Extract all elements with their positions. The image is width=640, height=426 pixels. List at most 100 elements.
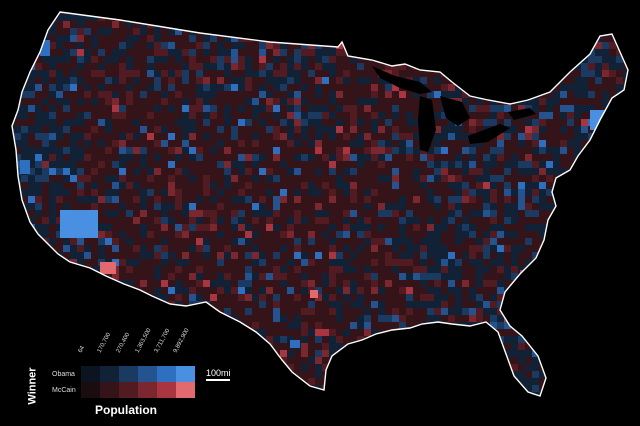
county-cell [567, 28, 574, 35]
county-cell [364, 14, 371, 21]
county-cell [567, 343, 574, 350]
county-cell [448, 231, 455, 238]
county-cell [12, 105, 14, 112]
county-cell [588, 210, 595, 217]
county-cell [294, 140, 301, 147]
county-cell [14, 308, 21, 315]
county-cell [133, 315, 140, 322]
county-cell [434, 63, 441, 70]
county-cell [189, 210, 196, 217]
county-cell [462, 238, 469, 245]
county-cell [399, 35, 406, 42]
county-cell [532, 371, 539, 378]
county-cell [455, 252, 462, 259]
county-cell [336, 203, 343, 210]
county-cell [161, 126, 168, 133]
county-cell [12, 245, 14, 252]
county-cell [560, 273, 567, 280]
county-cell [406, 35, 413, 42]
county-cell [504, 49, 511, 56]
county-cell [119, 168, 126, 175]
county-cell [245, 112, 252, 119]
county-cell [378, 301, 385, 308]
county-cell [588, 77, 595, 84]
county-cell [399, 329, 406, 336]
county-cell [399, 203, 406, 210]
county-cell [259, 147, 266, 154]
county-cell [210, 210, 217, 217]
county-cell [280, 0, 287, 7]
county-cell [371, 147, 378, 154]
county-cell [602, 42, 609, 49]
county-cell [490, 364, 497, 371]
county-cell [602, 175, 609, 182]
county-cell [154, 217, 161, 224]
county-cell [77, 35, 84, 42]
county-cell [406, 343, 413, 350]
county-cell [441, 210, 448, 217]
county-cell [448, 343, 455, 350]
county-cell [14, 119, 21, 126]
county-cell [266, 336, 273, 343]
county-cell [91, 196, 98, 203]
county-cell [0, 210, 7, 217]
county-cell [189, 105, 196, 112]
county-cell [532, 196, 539, 203]
county-cell [196, 238, 203, 245]
county-cell [210, 231, 217, 238]
county-cell [287, 322, 294, 329]
county-cell [301, 35, 308, 42]
county-cell [238, 294, 245, 301]
county-cell [455, 280, 462, 287]
county-cell [182, 294, 189, 301]
county-cell [266, 21, 273, 28]
county-cell [385, 0, 392, 7]
county-cell [623, 336, 628, 343]
county-cell [588, 308, 595, 315]
county-cell [14, 294, 21, 301]
county-cell [308, 280, 315, 287]
county-cell [112, 287, 119, 294]
county-cell [553, 49, 560, 56]
county-cell [609, 84, 616, 91]
county-cell [392, 189, 399, 196]
county-cell [539, 280, 546, 287]
county-cell [56, 217, 63, 224]
county-cell [574, 35, 581, 42]
county-cell [28, 140, 35, 147]
county-cell [63, 273, 70, 280]
county-cell [560, 287, 567, 294]
county-cell [350, 315, 357, 322]
county-cell [14, 378, 21, 385]
county-cell [147, 217, 154, 224]
county-cell [455, 336, 462, 343]
county-cell [56, 63, 63, 70]
county-cell [560, 21, 567, 28]
county-cell [560, 91, 567, 98]
county-cell [560, 189, 567, 196]
county-cell [420, 12, 427, 14]
county-cell [385, 308, 392, 315]
county-cell [441, 119, 448, 126]
county-cell [441, 287, 448, 294]
county-cell [336, 357, 343, 364]
county-cell [518, 322, 525, 329]
county-cell [91, 35, 98, 42]
county-cell [378, 364, 385, 371]
county-cell [189, 14, 196, 21]
county-cell [392, 259, 399, 266]
county-cell [70, 105, 77, 112]
county-cell [28, 161, 35, 168]
county-cell [203, 35, 210, 42]
county-cell [476, 168, 483, 175]
county-cell [399, 336, 406, 343]
county-cell [168, 266, 175, 273]
county-cell [266, 224, 273, 231]
county-cell [147, 70, 154, 77]
county-cell [42, 343, 49, 350]
county-cell [462, 49, 469, 56]
county-cell [406, 280, 413, 287]
county-cell [35, 336, 42, 343]
county-cell [70, 154, 77, 161]
county-cell [280, 84, 287, 91]
